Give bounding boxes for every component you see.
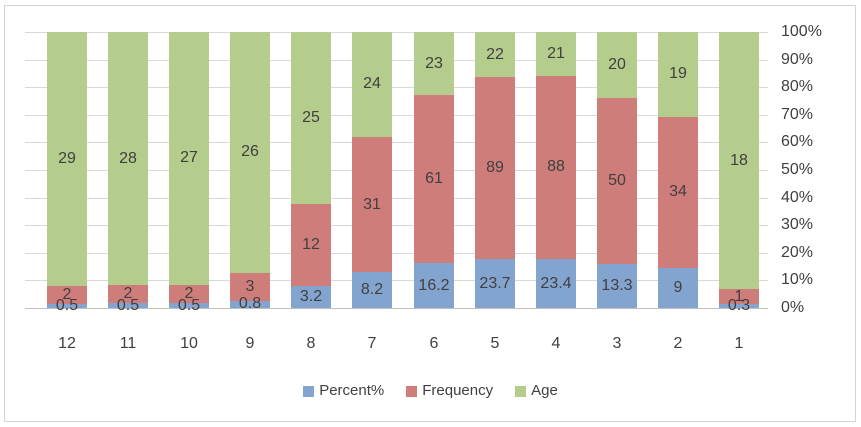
legend-swatch bbox=[515, 385, 527, 397]
bar-segment-percent bbox=[291, 286, 331, 308]
bar-segment-frequency bbox=[536, 75, 576, 260]
legend-item-percent: Percent% bbox=[303, 382, 384, 400]
legend-swatch bbox=[303, 385, 315, 397]
bar-segment-percent bbox=[414, 263, 454, 308]
x-axis-category-label: 11 bbox=[119, 335, 137, 352]
bar-segment-percent bbox=[47, 303, 87, 308]
bar-segment-percent bbox=[352, 272, 392, 308]
bar-segment-percent bbox=[169, 303, 209, 308]
bar-segment-age bbox=[291, 32, 331, 204]
bar-segment-percent bbox=[719, 303, 759, 308]
gridline bbox=[25, 198, 768, 199]
legend-label: Frequency bbox=[422, 382, 494, 399]
x-axis-category-label: 5 bbox=[490, 335, 500, 352]
y-axis-tick-label: 70% bbox=[781, 106, 814, 123]
y-axis-tick-label: 100% bbox=[781, 23, 822, 40]
gridline bbox=[25, 32, 768, 33]
gridline bbox=[25, 225, 768, 226]
bar-segment-percent bbox=[536, 259, 576, 308]
x-axis-category-label: 10 bbox=[180, 335, 198, 352]
bar-segment-age bbox=[169, 32, 209, 285]
bar-segment-age bbox=[230, 32, 270, 273]
bar-segment-age bbox=[536, 32, 576, 76]
bar-segment-age bbox=[108, 32, 148, 286]
bar-segment-age bbox=[47, 32, 87, 287]
bar-segment-frequency bbox=[475, 77, 515, 260]
bar-segment-frequency bbox=[47, 286, 87, 304]
bar-segment-frequency bbox=[169, 284, 209, 304]
x-axis-line bbox=[25, 308, 768, 309]
bar-segment-age bbox=[352, 32, 392, 137]
bar-segment-frequency bbox=[108, 285, 148, 304]
bar-segment-percent bbox=[230, 300, 270, 308]
bar-segment-age bbox=[719, 32, 759, 290]
x-axis-category-label: 4 bbox=[551, 335, 561, 352]
legend-label: Percent% bbox=[319, 382, 385, 399]
x-axis-category-label: 2 bbox=[673, 335, 683, 352]
y-axis-tick-label: 90% bbox=[781, 51, 814, 68]
y-axis-tick-label: 20% bbox=[781, 244, 814, 261]
gridline bbox=[25, 142, 768, 143]
bar-segment-percent bbox=[658, 267, 698, 308]
gridline bbox=[25, 280, 768, 281]
legend-item-frequency: Frequency bbox=[406, 382, 493, 400]
bar-segment-age bbox=[475, 32, 515, 78]
bar-segment-frequency bbox=[414, 95, 454, 264]
x-axis-category-label: 9 bbox=[245, 335, 255, 352]
legend-swatch bbox=[406, 385, 418, 397]
bar-segment-frequency bbox=[597, 98, 637, 264]
gridline bbox=[25, 87, 768, 88]
bar-segment-frequency bbox=[291, 203, 331, 287]
gridline bbox=[25, 170, 768, 171]
bar-segment-frequency bbox=[719, 289, 759, 304]
bar-segment-age bbox=[414, 32, 454, 96]
bar-segment-frequency bbox=[352, 136, 392, 273]
legend-label: Age bbox=[531, 382, 558, 399]
bar-segment-frequency bbox=[658, 116, 698, 268]
bar-segment-percent bbox=[108, 303, 148, 308]
bar-segment-frequency bbox=[230, 272, 270, 301]
bar-segment-age bbox=[658, 32, 698, 117]
bar-segment-percent bbox=[475, 259, 515, 308]
y-axis-tick-label: 60% bbox=[781, 133, 814, 150]
x-axis-category-label: 12 bbox=[58, 335, 76, 352]
legend-item-age: Age bbox=[515, 382, 558, 400]
y-axis-tick-label: 40% bbox=[781, 189, 814, 206]
x-axis-category-label: 6 bbox=[429, 335, 439, 352]
gridline bbox=[25, 115, 768, 116]
legend: Percent% Frequency Age bbox=[0, 382, 861, 400]
y-axis-tick-label: 80% bbox=[781, 78, 814, 95]
x-axis-category-label: 3 bbox=[612, 335, 622, 352]
y-axis-tick-label: 0% bbox=[781, 299, 805, 316]
bar-segment-age bbox=[597, 32, 637, 99]
y-axis-tick-label: 10% bbox=[781, 271, 814, 288]
x-axis-category-label: 1 bbox=[734, 335, 744, 352]
gridline bbox=[25, 60, 768, 61]
x-axis-category-label: 7 bbox=[367, 335, 377, 352]
gridline bbox=[25, 253, 768, 254]
y-axis-tick-label: 30% bbox=[781, 216, 814, 233]
bar-segment-percent bbox=[597, 263, 637, 308]
y-axis-tick-label: 50% bbox=[781, 161, 814, 178]
x-axis-category-label: 8 bbox=[306, 335, 316, 352]
